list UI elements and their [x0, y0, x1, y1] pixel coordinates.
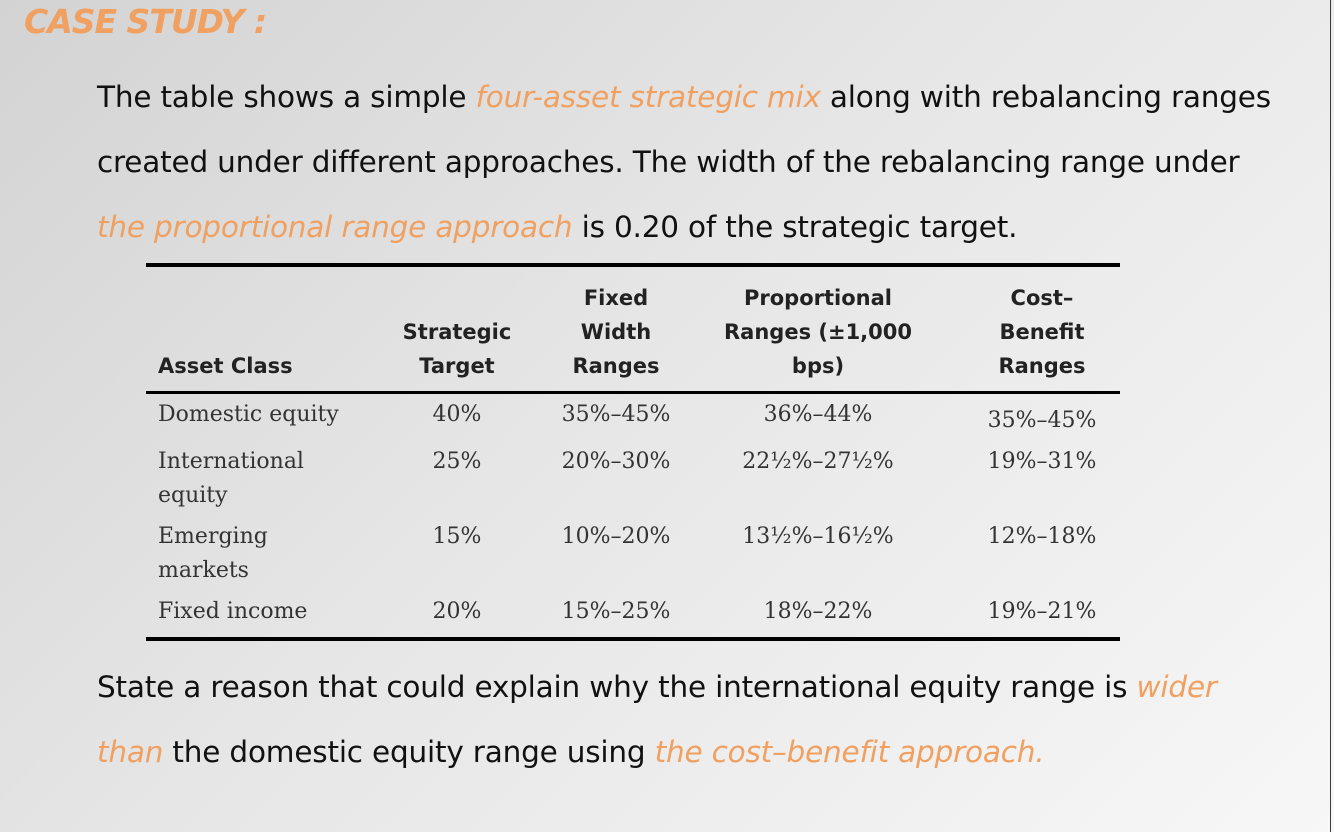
header-cost-benefit-ranges: Cost–Benefit Ranges — [998, 286, 1086, 378]
cell-proportional: 36%–44% — [763, 402, 873, 427]
header-fixed-width-ranges: Fixed Width Ranges — [572, 286, 660, 378]
cell-fixed-width: 35%–45% — [561, 402, 671, 427]
cell-proportional: 18%–22% — [763, 599, 873, 624]
question-text-2: the domestic equity range using — [163, 735, 655, 769]
intro-text-3: is 0.20 of the strategic target. — [572, 210, 1018, 244]
table-header-row: Asset Class Strategic Target Fixed Width… — [146, 267, 1120, 391]
intro-highlight-strategic-mix: four-asset strategic mix — [475, 80, 821, 114]
cell-cost-benefit: 12%–18% — [987, 524, 1097, 549]
cell-fixed-width: 20%–30% — [561, 449, 671, 474]
cell-cost-benefit: 35%–45% — [987, 408, 1097, 433]
table-top-rule — [146, 263, 1120, 267]
cell-cost-benefit: 19%–21% — [987, 599, 1097, 624]
cell-strategic-target: 15% — [432, 524, 482, 549]
table-row: Domestic equity 40% 35%–45% 36%–44% 35%–… — [146, 394, 1120, 445]
cell-cost-benefit: 19%–31% — [987, 449, 1097, 474]
cell-strategic-target: 40% — [432, 402, 482, 427]
rebalancing-table: Asset Class Strategic Target Fixed Width… — [146, 263, 1120, 641]
intro-text-2: along with rebalancing ranges created un… — [97, 80, 1271, 179]
table-bottom-rule — [146, 637, 1120, 641]
cell-asset-class: Fixed income — [158, 599, 308, 624]
question-paragraph: State a reason that could explain why th… — [97, 655, 1277, 785]
table-row: International equity 25% 20%–30% 22½%–27… — [146, 445, 1120, 520]
cell-asset-class: Emerging markets — [158, 524, 268, 583]
header-strategic-target: Strategic Target — [402, 320, 512, 378]
header-proportional-ranges: Proportional Ranges (±1,000 bps) — [724, 286, 912, 378]
slide-title: CASE STUDY : — [24, 2, 267, 41]
cell-proportional: 13½%–16½% — [742, 524, 894, 549]
table-header-rule — [146, 391, 1120, 394]
table-row: Emerging markets 15% 10%–20% 13½%–16½% 1… — [146, 520, 1120, 595]
cell-fixed-width: 10%–20% — [561, 524, 671, 549]
cell-strategic-target: 25% — [432, 449, 482, 474]
header-asset-class: Asset Class — [158, 354, 293, 378]
rebalancing-ranges-table: Asset Class Strategic Target Fixed Width… — [146, 267, 1120, 637]
question-highlight-cost-benefit: the cost–benefit approach. — [654, 735, 1045, 769]
table-row: Fixed income 20% 15%–25% 18%–22% 19%–21% — [146, 595, 1120, 637]
cell-strategic-target: 20% — [432, 599, 482, 624]
cell-proportional: 22½%–27½% — [742, 449, 894, 474]
right-border-line — [1330, 0, 1331, 832]
intro-highlight-proportional-approach: the proportional range approach — [97, 210, 573, 244]
question-highlight-wider-than: wider than — [97, 670, 1217, 769]
cell-fixed-width: 15%–25% — [561, 599, 671, 624]
cell-asset-class: Domestic equity — [158, 402, 339, 427]
cell-asset-class: International equity — [158, 449, 304, 508]
intro-text-1: The table shows a simple — [97, 80, 476, 114]
question-text-1: State a reason that could explain why th… — [97, 670, 1137, 704]
intro-paragraph: The table shows a simple four-asset stra… — [97, 65, 1277, 260]
